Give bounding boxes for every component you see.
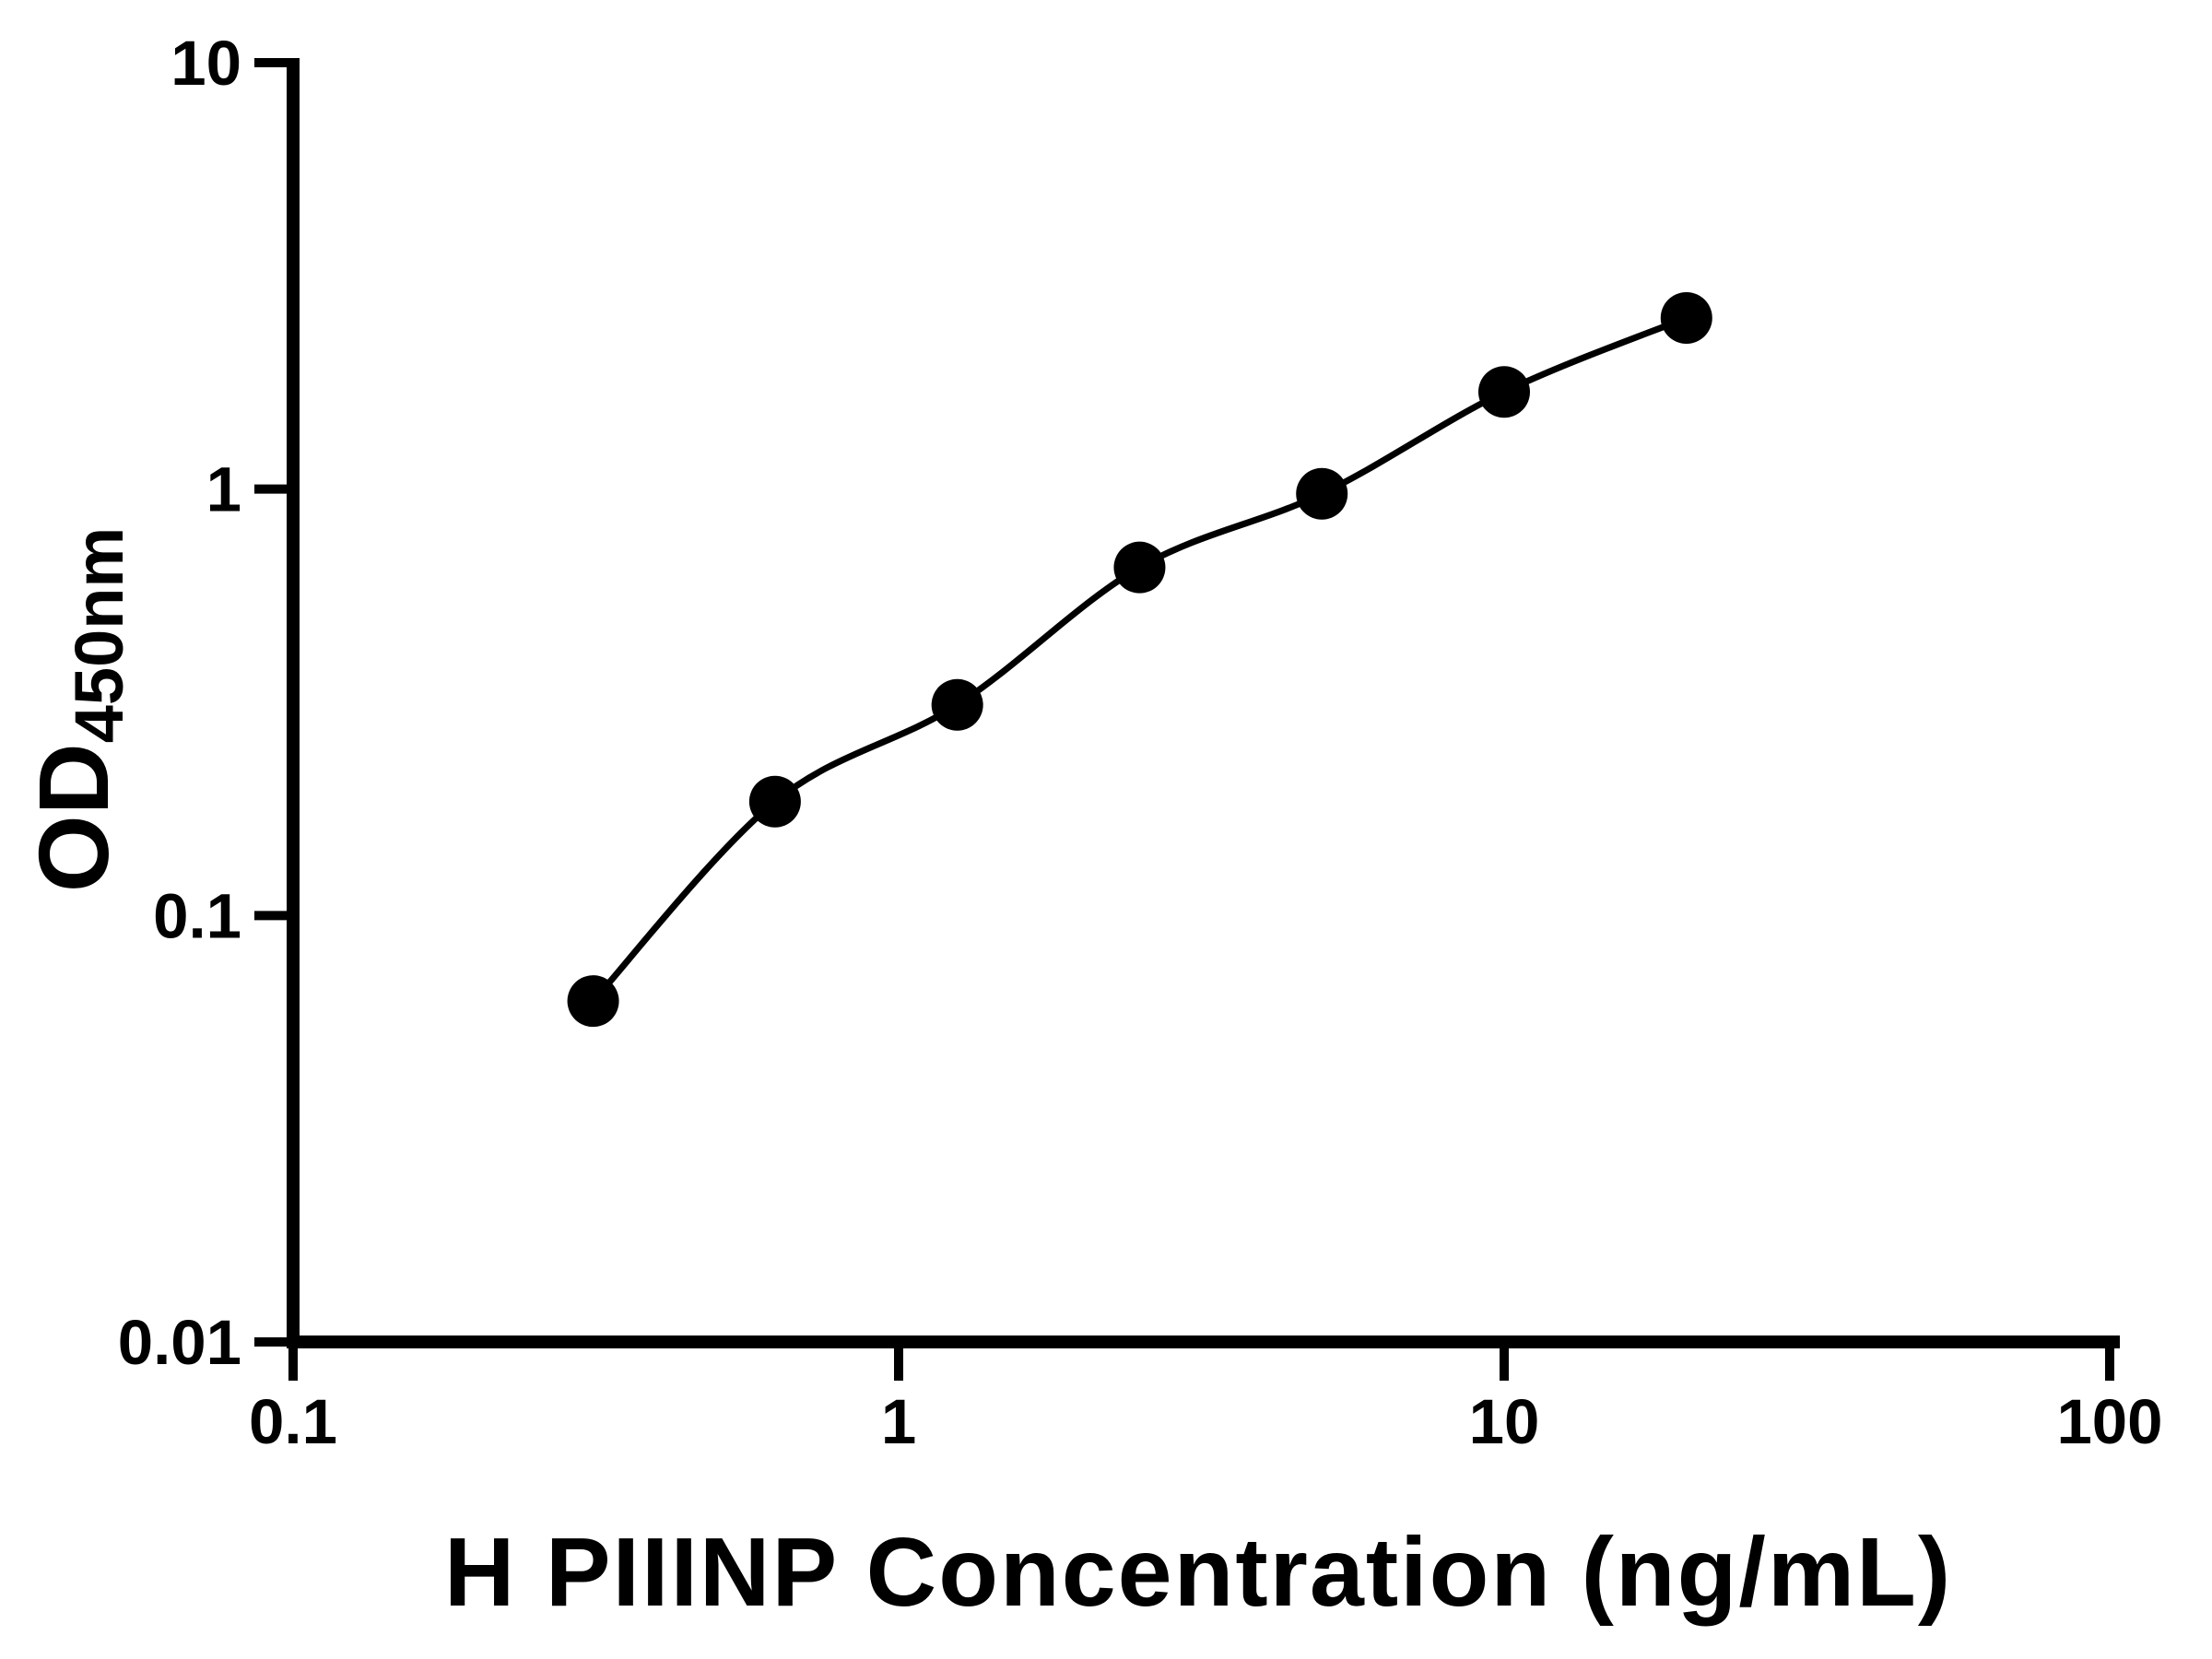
data-point-marker xyxy=(567,975,619,1028)
y-tick-label: 10 xyxy=(171,28,241,99)
x-tick-label: 0.1 xyxy=(249,1386,337,1457)
data-point-marker xyxy=(748,775,801,828)
x-tick-label: 1 xyxy=(881,1386,916,1457)
x-tick-label: 10 xyxy=(1469,1386,1540,1457)
x-tick-label: 100 xyxy=(2056,1386,2162,1457)
y-axis-title-main: OD xyxy=(18,743,129,892)
data-point-marker xyxy=(1478,366,1530,418)
y-tick-label: 0.1 xyxy=(153,880,241,951)
y-tick-label: 0.01 xyxy=(118,1307,241,1378)
data-point-marker xyxy=(931,678,983,731)
y-axis-title: OD450nm xyxy=(18,527,137,892)
data-point-marker xyxy=(1660,291,1712,344)
standard-curve-line xyxy=(590,314,1688,1004)
data-point-marker xyxy=(1296,467,1348,520)
data-point-marker xyxy=(1113,541,1166,594)
x-axis-title: H PIIINP Concentration (ng/mL) xyxy=(444,1518,1952,1627)
y-tick-label: 1 xyxy=(206,454,241,525)
y-axis-title-sub: 450nm xyxy=(61,527,137,743)
